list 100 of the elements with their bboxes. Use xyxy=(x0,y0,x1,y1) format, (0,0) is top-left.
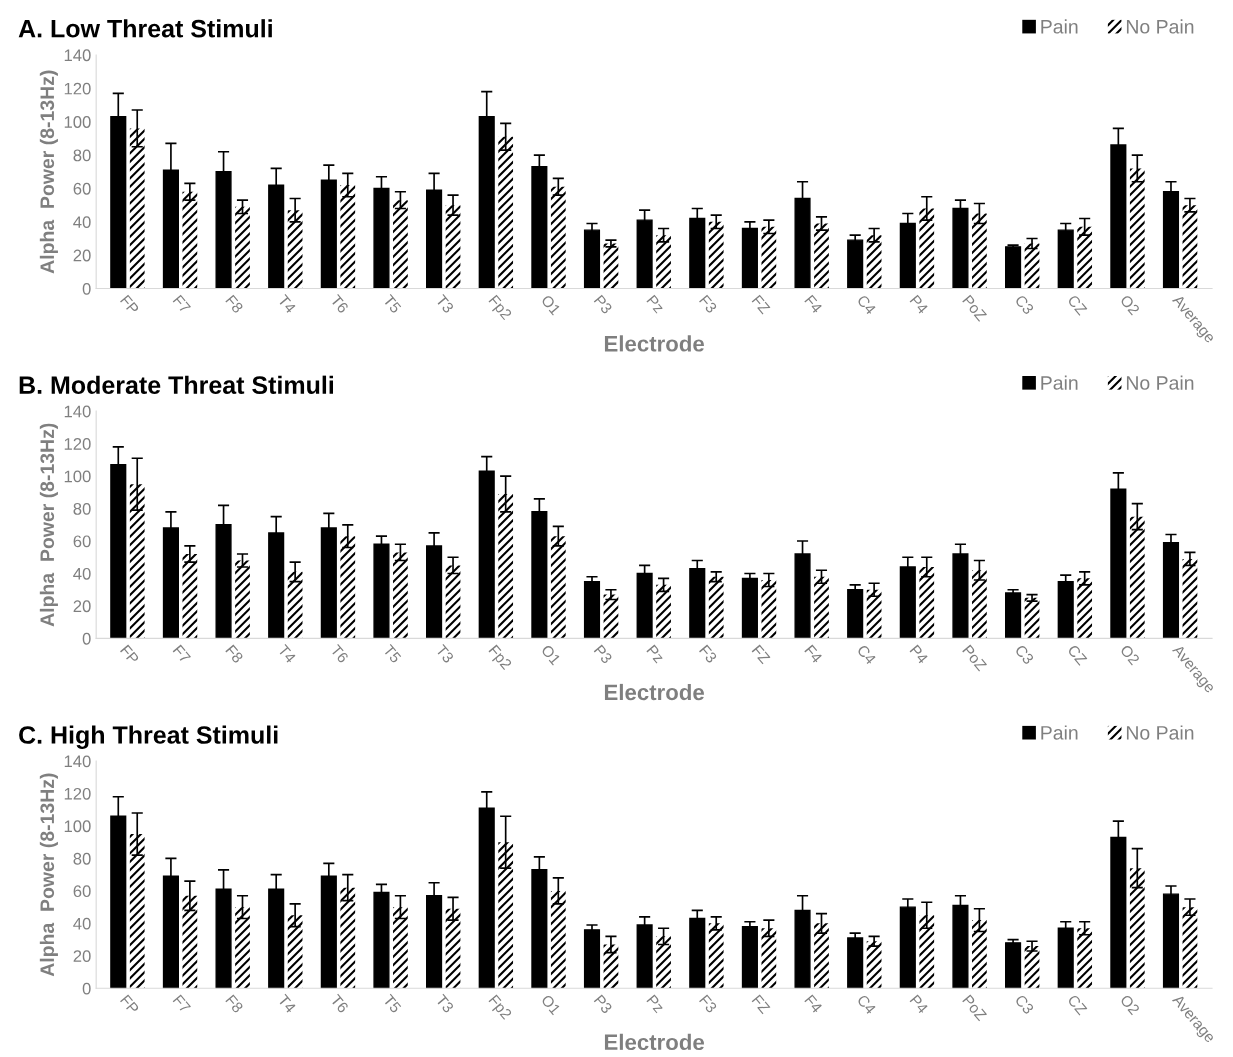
x-tick-label: F8 xyxy=(225,994,244,1014)
y-tick-label: 80 xyxy=(73,852,91,865)
x-tick-label: C4 xyxy=(856,294,877,316)
bar xyxy=(761,579,777,639)
x-tick-label: F8 xyxy=(225,644,244,664)
x-tick-label: CZ xyxy=(1067,294,1088,316)
bar xyxy=(1129,516,1145,639)
x-tick-label: FZ xyxy=(751,994,771,1015)
bar xyxy=(287,915,303,989)
bar xyxy=(761,226,777,289)
bar xyxy=(656,936,671,989)
bar xyxy=(129,128,145,289)
y-tick-label: 60 xyxy=(73,182,91,195)
x-tick-label: F3 xyxy=(698,644,718,664)
bar xyxy=(1005,592,1022,639)
x-tick-label: O1 xyxy=(540,294,562,316)
x-tick-label: C3 xyxy=(1014,644,1035,665)
x-axis-title: Electrode xyxy=(604,335,704,352)
bar xyxy=(603,243,619,289)
x-tick-label: F4 xyxy=(804,294,823,314)
bar xyxy=(866,235,882,289)
bar xyxy=(182,191,198,289)
y-tick-label: 80 xyxy=(73,149,91,162)
bar xyxy=(498,493,514,639)
y-axis-title: Alpha Power (8-13Hz) xyxy=(39,70,58,274)
y-axis-title: Alpha Power (8-13Hz) xyxy=(39,773,58,977)
bar xyxy=(550,186,566,289)
bar xyxy=(583,580,601,639)
bar xyxy=(498,136,514,289)
bar xyxy=(445,565,461,639)
chart-title: B. Moderate Threat Stimuli xyxy=(19,375,333,394)
bar xyxy=(972,920,987,989)
x-tick-label: T3 xyxy=(435,643,455,664)
x-tick-label: C4 xyxy=(856,994,877,1015)
x-tick-label: T5 xyxy=(382,643,402,664)
x-tick-label: C3 xyxy=(1014,994,1035,1015)
y-tick-label: 40 xyxy=(73,917,91,930)
x-tick-label: T5 xyxy=(382,294,402,314)
x-tick-label: C4 xyxy=(856,644,877,666)
x-tick-label: O1 xyxy=(540,644,562,666)
y-tick-label: 100 xyxy=(64,116,91,128)
x-tick-label: P3 xyxy=(593,294,613,315)
bar xyxy=(866,941,882,989)
bar xyxy=(919,915,935,989)
bar xyxy=(741,925,758,989)
x-tick-label: T4 xyxy=(277,993,297,1014)
y-tick-label: 120 xyxy=(64,438,91,450)
bar xyxy=(1057,927,1074,989)
bar xyxy=(866,589,882,639)
x-tick-label: O2 xyxy=(1119,294,1141,316)
x-tick-label: T4 xyxy=(277,294,297,314)
bar xyxy=(340,536,356,639)
y-tick-label: 140 xyxy=(64,405,91,418)
legend-label: No Pain xyxy=(1126,375,1194,390)
x-tick-label: FP xyxy=(120,644,140,665)
bar xyxy=(340,887,356,989)
bar xyxy=(1182,907,1198,989)
x-tick-label: P3 xyxy=(593,644,613,665)
x-tick-label: FP xyxy=(120,294,140,315)
legend-label: No Pain xyxy=(1126,725,1194,740)
legend-label: Pain xyxy=(1041,375,1078,390)
x-tick-label: T6 xyxy=(329,293,350,314)
x-tick-label: CZ xyxy=(1067,644,1088,666)
y-tick-label: 0 xyxy=(82,632,91,645)
bar xyxy=(708,576,724,639)
bar xyxy=(129,484,145,639)
y-tick-label: 40 xyxy=(73,216,91,229)
bar xyxy=(761,928,777,989)
y-tick-label: 20 xyxy=(73,249,91,262)
x-tick-label: T5 xyxy=(382,993,402,1014)
bar xyxy=(603,594,619,639)
x-axis-title: Electrode xyxy=(604,683,704,701)
x-tick-label: O2 xyxy=(1119,644,1141,666)
x-tick-label: O2 xyxy=(1119,993,1141,1016)
bar xyxy=(1182,558,1198,639)
y-tick-label: 20 xyxy=(73,600,91,613)
bar xyxy=(1005,942,1022,989)
bar xyxy=(1024,946,1040,989)
bar xyxy=(182,895,198,989)
bar xyxy=(235,560,250,639)
x-tick-label: P4 xyxy=(909,294,929,315)
x-tick-label: Pz xyxy=(646,294,665,314)
bar xyxy=(814,223,829,289)
y-tick-label: 0 xyxy=(82,282,91,295)
bar xyxy=(741,227,758,289)
bar xyxy=(182,554,198,639)
bar xyxy=(235,206,250,289)
bar xyxy=(1077,578,1093,639)
bar xyxy=(972,570,987,639)
bar xyxy=(708,221,724,289)
x-tick-label: P4 xyxy=(909,994,929,1015)
bar xyxy=(847,937,864,989)
x-tick-label: Pz xyxy=(646,994,665,1014)
x-tick-label: FZ xyxy=(751,644,771,665)
bar xyxy=(287,571,303,639)
y-tick-label: 120 xyxy=(64,787,91,800)
y-tick-label: 60 xyxy=(73,535,91,548)
bar xyxy=(550,536,566,639)
bar xyxy=(1129,868,1145,989)
bar xyxy=(393,200,408,289)
